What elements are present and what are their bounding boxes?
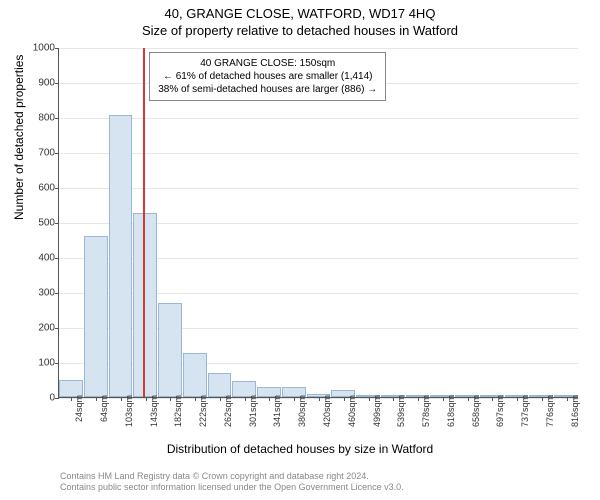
ytick-mark [55, 153, 59, 154]
ytick-label: 400 [25, 253, 55, 264]
xtick-mark [195, 397, 196, 401]
xtick-mark [542, 397, 543, 401]
ytick-label: 700 [25, 148, 55, 159]
ytick-label: 800 [25, 113, 55, 124]
xtick-mark [220, 397, 221, 401]
x-axis-label: Distribution of detached houses by size … [0, 442, 600, 456]
xtick-mark [319, 397, 320, 401]
xtick-mark [170, 397, 171, 401]
xtick-mark [121, 397, 122, 401]
histogram-bar [208, 373, 232, 398]
header-block: 40, GRANGE CLOSE, WATFORD, WD17 4HQ Size… [0, 0, 600, 38]
xtick-mark [443, 397, 444, 401]
xtick-label: 737sqm [520, 395, 530, 427]
ytick-label: 0 [25, 393, 55, 404]
ytick-mark [55, 83, 59, 84]
ytick-mark [55, 223, 59, 224]
callout-box: 40 GRANGE CLOSE: 150sqm← 61% of detached… [149, 52, 386, 101]
gridline [59, 118, 578, 119]
ytick-label: 200 [25, 323, 55, 334]
xtick-mark [344, 397, 345, 401]
xtick-label: 301sqm [248, 395, 258, 427]
chart-area: 0100200300400500600700800900100024sqm64s… [58, 48, 578, 398]
xtick-label: 64sqm [99, 395, 109, 422]
xtick-mark [567, 397, 568, 401]
xtick-mark [294, 397, 295, 401]
ytick-label: 900 [25, 78, 55, 89]
ytick-label: 600 [25, 183, 55, 194]
histogram-bar [109, 115, 133, 397]
xtick-label: 262sqm [223, 395, 233, 427]
xtick-label: 460sqm [347, 395, 357, 427]
ytick-mark [55, 328, 59, 329]
footer-line-1: Contains HM Land Registry data © Crown c… [60, 471, 404, 483]
xtick-label: 24sqm [74, 395, 84, 422]
xtick-label: 816sqm [570, 395, 580, 427]
marker-line [143, 48, 145, 397]
ytick-mark [55, 48, 59, 49]
ytick-mark [55, 118, 59, 119]
xtick-mark [269, 397, 270, 401]
xtick-label: 341sqm [272, 395, 282, 427]
xtick-label: 578sqm [421, 395, 431, 427]
xtick-mark [146, 397, 147, 401]
xtick-label: 143sqm [149, 395, 159, 427]
ytick-mark [55, 398, 59, 399]
xtick-mark [393, 397, 394, 401]
xtick-label: 103sqm [124, 395, 134, 427]
ytick-mark [55, 188, 59, 189]
address-line: 40, GRANGE CLOSE, WATFORD, WD17 4HQ [0, 6, 600, 21]
subtitle-line: Size of property relative to detached ho… [0, 23, 600, 38]
xtick-label: 182sqm [173, 395, 183, 427]
footer-block: Contains HM Land Registry data © Crown c… [60, 471, 404, 494]
ytick-label: 1000 [25, 43, 55, 54]
footer-line-2: Contains public sector information licen… [60, 482, 404, 494]
gridline [59, 188, 578, 189]
xtick-mark [245, 397, 246, 401]
gridline [59, 48, 578, 49]
xtick-label: 539sqm [396, 395, 406, 427]
xtick-label: 222sqm [198, 395, 208, 427]
histogram-bar [158, 303, 182, 398]
xtick-mark [71, 397, 72, 401]
xtick-mark [492, 397, 493, 401]
ytick-label: 300 [25, 288, 55, 299]
gridline [59, 153, 578, 154]
xtick-label: 697sqm [495, 395, 505, 427]
callout-line: 38% of semi-detached houses are larger (… [158, 83, 377, 96]
xtick-mark [418, 397, 419, 401]
xtick-label: 658sqm [471, 395, 481, 427]
callout-line: 40 GRANGE CLOSE: 150sqm [158, 57, 377, 70]
xtick-label: 776sqm [545, 395, 555, 427]
xtick-label: 420sqm [322, 395, 332, 427]
xtick-mark [468, 397, 469, 401]
y-axis-label: Number of detached properties [12, 55, 26, 220]
xtick-label: 380sqm [297, 395, 307, 427]
histogram-bar [183, 353, 207, 397]
callout-line: ← 61% of detached houses are smaller (1,… [158, 70, 377, 83]
xtick-label: 618sqm [446, 395, 456, 427]
plot-region: 0100200300400500600700800900100024sqm64s… [58, 48, 578, 398]
ytick-mark [55, 293, 59, 294]
xtick-mark [96, 397, 97, 401]
ytick-label: 500 [25, 218, 55, 229]
xtick-label: 499sqm [372, 395, 382, 427]
ytick-mark [55, 363, 59, 364]
ytick-label: 100 [25, 358, 55, 369]
histogram-bar [84, 236, 108, 397]
xtick-mark [517, 397, 518, 401]
ytick-mark [55, 258, 59, 259]
xtick-mark [369, 397, 370, 401]
